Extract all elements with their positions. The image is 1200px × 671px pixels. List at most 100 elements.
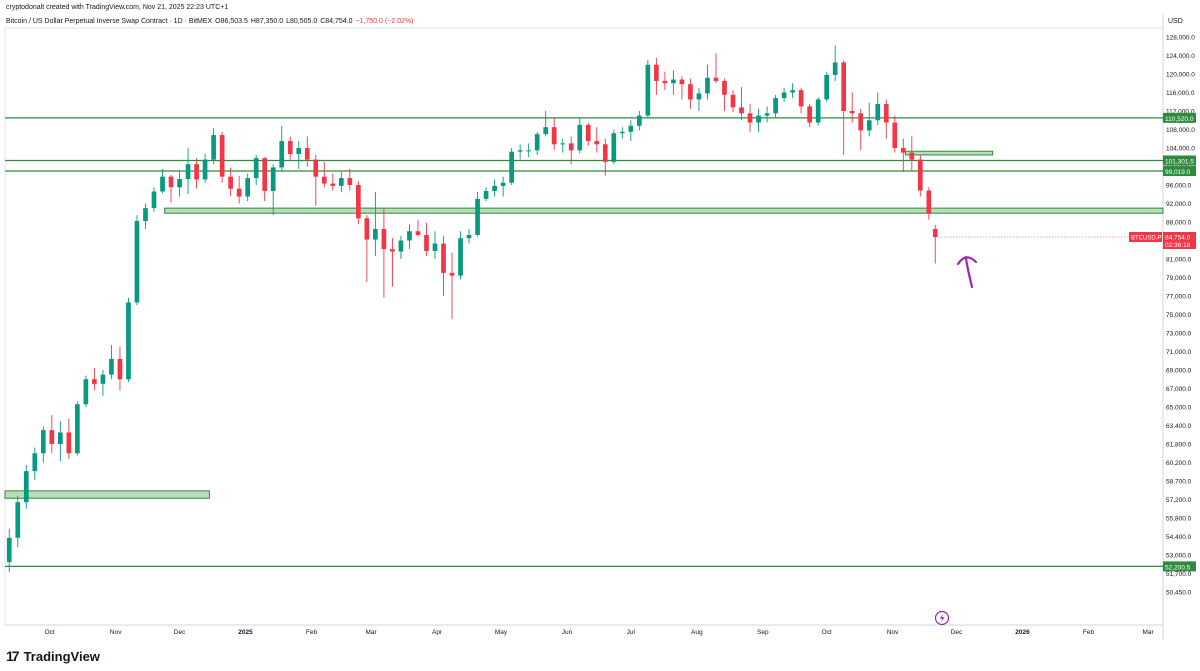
candle-64[interactable] — [543, 111, 549, 137]
candle-29[interactable] — [245, 173, 251, 202]
candle-38[interactable] — [321, 161, 327, 188]
candle-78[interactable] — [662, 71, 668, 91]
candle-70[interactable] — [594, 127, 600, 153]
candle-62[interactable] — [526, 143, 531, 158]
candle-6[interactable] — [49, 415, 55, 454]
candle-43[interactable] — [364, 215, 370, 283]
candle-16[interactable] — [134, 215, 140, 306]
candle-24[interactable] — [202, 153, 208, 183]
candle-108[interactable] — [917, 154, 923, 197]
candle-96[interactable] — [815, 97, 821, 126]
candle-59[interactable] — [500, 176, 506, 197]
candle-21[interactable] — [177, 171, 182, 197]
candle-102[interactable] — [866, 102, 872, 137]
candle-90[interactable] — [764, 106, 770, 123]
candle-44[interactable] — [373, 191, 378, 256]
candle-68[interactable] — [577, 117, 583, 154]
candle-41[interactable] — [347, 168, 353, 191]
candle-50[interactable] — [424, 222, 429, 256]
candle-105[interactable] — [892, 115, 898, 153]
candle-13[interactable] — [109, 345, 114, 380]
candle-2[interactable] — [15, 495, 21, 548]
candle-39[interactable] — [330, 173, 336, 191]
candle-87[interactable] — [739, 86, 744, 121]
candle-71[interactable] — [602, 138, 608, 176]
candle-82[interactable] — [696, 87, 702, 111]
candle-93[interactable] — [790, 83, 795, 99]
candle-80[interactable] — [679, 76, 685, 100]
candle-107[interactable] — [909, 136, 915, 172]
candle-9[interactable] — [75, 401, 80, 456]
candle-66[interactable] — [560, 138, 566, 153]
candle-86[interactable] — [730, 90, 736, 112]
candle-51[interactable] — [432, 231, 438, 259]
tradingview-brand[interactable]: 17 TradingView — [6, 648, 100, 664]
support-zone-2[interactable] — [4, 490, 210, 499]
candle-1[interactable] — [6, 528, 12, 573]
candle-12[interactable] — [100, 370, 106, 396]
candle-40[interactable] — [338, 172, 344, 192]
candle-73[interactable] — [619, 127, 625, 139]
candle-55[interactable] — [466, 228, 472, 244]
candle-47[interactable] — [398, 235, 404, 259]
candle-103[interactable] — [875, 92, 881, 125]
candle-75[interactable] — [637, 111, 642, 131]
candle-58[interactable] — [492, 179, 497, 197]
candle-76[interactable] — [645, 60, 651, 118]
candle-54[interactable] — [458, 231, 463, 280]
candle-85[interactable] — [722, 78, 727, 111]
candle-27[interactable] — [228, 167, 233, 197]
candle-60[interactable] — [509, 148, 514, 185]
candle-17[interactable] — [143, 203, 148, 229]
candle-104[interactable] — [883, 99, 889, 139]
candle-57[interactable] — [483, 187, 489, 202]
candle-72[interactable] — [611, 129, 617, 165]
candle-63[interactable] — [534, 131, 540, 155]
candle-53[interactable] — [449, 252, 455, 320]
candle-101[interactable] — [858, 108, 864, 151]
candle-23[interactable] — [194, 158, 199, 189]
candle-30[interactable] — [253, 154, 259, 185]
candle-22[interactable] — [185, 148, 191, 195]
candle-83[interactable] — [705, 64, 710, 100]
candle-69[interactable] — [585, 122, 591, 146]
candle-49[interactable] — [415, 219, 421, 237]
candle-48[interactable] — [407, 224, 412, 250]
candle-46[interactable] — [390, 238, 395, 287]
candle-52[interactable] — [441, 235, 446, 296]
candle-109[interactable] — [926, 187, 932, 220]
candle-34[interactable] — [287, 136, 293, 160]
candle-67[interactable] — [568, 136, 574, 165]
candle-84[interactable] — [713, 53, 719, 84]
candle-11[interactable] — [92, 368, 97, 391]
candle-25[interactable] — [211, 128, 216, 165]
candle-4[interactable] — [32, 447, 38, 480]
candle-77[interactable] — [654, 57, 659, 95]
candle-42[interactable] — [356, 181, 361, 225]
candle-3[interactable] — [23, 464, 29, 509]
candle-10[interactable] — [83, 375, 89, 407]
candle-65[interactable] — [551, 117, 557, 151]
candle-5[interactable] — [40, 426, 46, 463]
candle-88[interactable] — [747, 104, 753, 132]
candle-15[interactable] — [126, 297, 131, 383]
candle-110[interactable] — [932, 225, 938, 264]
candle-14[interactable] — [117, 346, 123, 391]
candle-100[interactable] — [849, 92, 855, 123]
candle-91[interactable] — [773, 94, 778, 118]
candle-35[interactable] — [296, 141, 302, 169]
candle-19[interactable] — [160, 168, 165, 194]
support-zone-3[interactable] — [904, 150, 994, 156]
candle-26[interactable] — [219, 131, 225, 183]
candle-32[interactable] — [270, 164, 276, 216]
lightning-icon[interactable] — [934, 610, 950, 626]
candle-92[interactable] — [781, 87, 787, 102]
support-zone-1[interactable] — [164, 207, 1164, 214]
candle-94[interactable] — [798, 87, 804, 114]
candle-98[interactable] — [832, 45, 838, 81]
candle-56[interactable] — [475, 191, 480, 237]
candle-81[interactable] — [688, 78, 693, 109]
candle-45[interactable] — [381, 208, 387, 298]
